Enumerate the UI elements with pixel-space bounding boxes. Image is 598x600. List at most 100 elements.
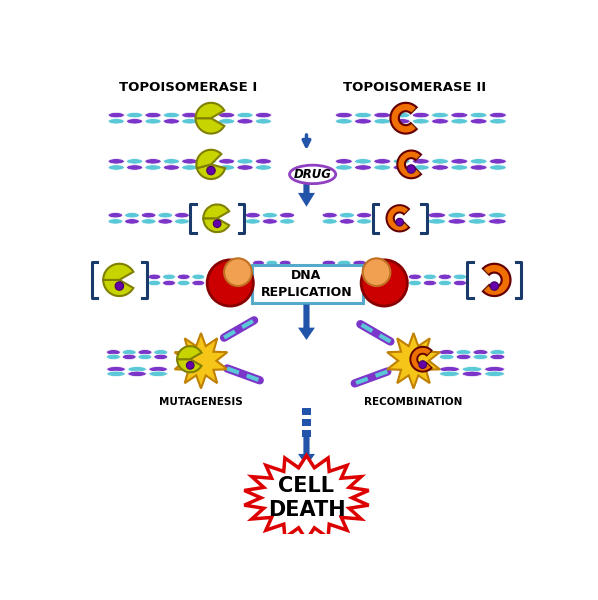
Ellipse shape	[108, 158, 124, 164]
Ellipse shape	[413, 112, 429, 118]
Ellipse shape	[462, 367, 482, 372]
Ellipse shape	[473, 354, 488, 359]
Ellipse shape	[438, 280, 451, 286]
Ellipse shape	[489, 212, 507, 218]
Ellipse shape	[322, 266, 335, 272]
Ellipse shape	[451, 165, 468, 170]
Ellipse shape	[355, 158, 371, 164]
Ellipse shape	[374, 112, 390, 118]
Ellipse shape	[138, 354, 152, 359]
Ellipse shape	[148, 280, 161, 286]
Ellipse shape	[145, 158, 161, 164]
Ellipse shape	[145, 112, 161, 118]
Ellipse shape	[413, 165, 429, 170]
Ellipse shape	[489, 158, 507, 164]
Polygon shape	[397, 151, 421, 178]
Ellipse shape	[158, 218, 173, 224]
Text: RECOMBINATION: RECOMBINATION	[364, 397, 463, 407]
Ellipse shape	[237, 112, 253, 118]
Ellipse shape	[154, 350, 167, 355]
Ellipse shape	[252, 291, 264, 296]
Polygon shape	[298, 305, 315, 340]
Ellipse shape	[456, 354, 471, 359]
Circle shape	[362, 259, 390, 286]
Text: CELL
DEATH: CELL DEATH	[268, 476, 345, 520]
Bar	[302, 430, 311, 437]
Ellipse shape	[108, 119, 124, 124]
Polygon shape	[298, 437, 315, 466]
Text: TOPOISOMERASE I: TOPOISOMERASE I	[119, 81, 257, 94]
Wedge shape	[177, 346, 202, 359]
Circle shape	[213, 220, 221, 227]
Ellipse shape	[192, 280, 205, 286]
Ellipse shape	[484, 367, 505, 372]
Ellipse shape	[127, 165, 143, 170]
Circle shape	[407, 165, 416, 173]
Circle shape	[224, 259, 252, 286]
Bar	[302, 409, 311, 415]
Ellipse shape	[279, 291, 291, 296]
Circle shape	[419, 361, 426, 368]
Polygon shape	[386, 205, 409, 232]
Ellipse shape	[107, 371, 126, 377]
Ellipse shape	[468, 212, 486, 218]
Ellipse shape	[448, 212, 466, 218]
Ellipse shape	[440, 371, 459, 377]
Ellipse shape	[374, 158, 390, 164]
Ellipse shape	[335, 165, 352, 170]
Ellipse shape	[163, 119, 179, 124]
Ellipse shape	[255, 158, 271, 164]
Wedge shape	[196, 103, 224, 118]
Bar	[302, 419, 311, 426]
Wedge shape	[203, 205, 229, 218]
Ellipse shape	[337, 266, 351, 272]
Ellipse shape	[337, 285, 351, 290]
Polygon shape	[175, 333, 227, 388]
Polygon shape	[387, 333, 440, 388]
Ellipse shape	[484, 371, 505, 377]
Ellipse shape	[145, 165, 161, 170]
Ellipse shape	[470, 119, 487, 124]
Ellipse shape	[470, 112, 487, 118]
Ellipse shape	[408, 274, 422, 280]
Ellipse shape	[108, 218, 123, 224]
Ellipse shape	[468, 218, 486, 224]
Ellipse shape	[148, 274, 161, 280]
Ellipse shape	[353, 266, 367, 272]
Ellipse shape	[279, 212, 295, 218]
Ellipse shape	[124, 212, 139, 218]
Ellipse shape	[393, 165, 410, 170]
Text: MUTAGENESIS: MUTAGENESIS	[159, 397, 243, 407]
Ellipse shape	[353, 291, 367, 296]
Ellipse shape	[127, 158, 143, 164]
Ellipse shape	[451, 158, 468, 164]
Ellipse shape	[182, 112, 198, 118]
Ellipse shape	[432, 119, 448, 124]
Ellipse shape	[107, 367, 126, 372]
Ellipse shape	[393, 119, 410, 124]
Ellipse shape	[490, 350, 505, 355]
Circle shape	[396, 218, 404, 226]
Polygon shape	[410, 347, 431, 371]
Text: DRUG: DRUG	[294, 168, 331, 181]
Ellipse shape	[149, 367, 167, 372]
Ellipse shape	[266, 285, 277, 290]
Ellipse shape	[245, 218, 260, 224]
Text: DNA
REPLICATION: DNA REPLICATION	[261, 269, 352, 299]
Ellipse shape	[192, 274, 205, 280]
Ellipse shape	[218, 119, 234, 124]
Ellipse shape	[489, 112, 507, 118]
Ellipse shape	[448, 218, 466, 224]
Ellipse shape	[339, 218, 355, 224]
Ellipse shape	[353, 285, 367, 290]
Ellipse shape	[127, 112, 143, 118]
Ellipse shape	[355, 119, 371, 124]
Ellipse shape	[470, 158, 487, 164]
Ellipse shape	[177, 274, 190, 280]
Ellipse shape	[255, 165, 271, 170]
Ellipse shape	[413, 119, 429, 124]
Wedge shape	[196, 150, 221, 168]
Ellipse shape	[122, 350, 136, 355]
Ellipse shape	[263, 212, 277, 218]
Ellipse shape	[439, 350, 454, 355]
